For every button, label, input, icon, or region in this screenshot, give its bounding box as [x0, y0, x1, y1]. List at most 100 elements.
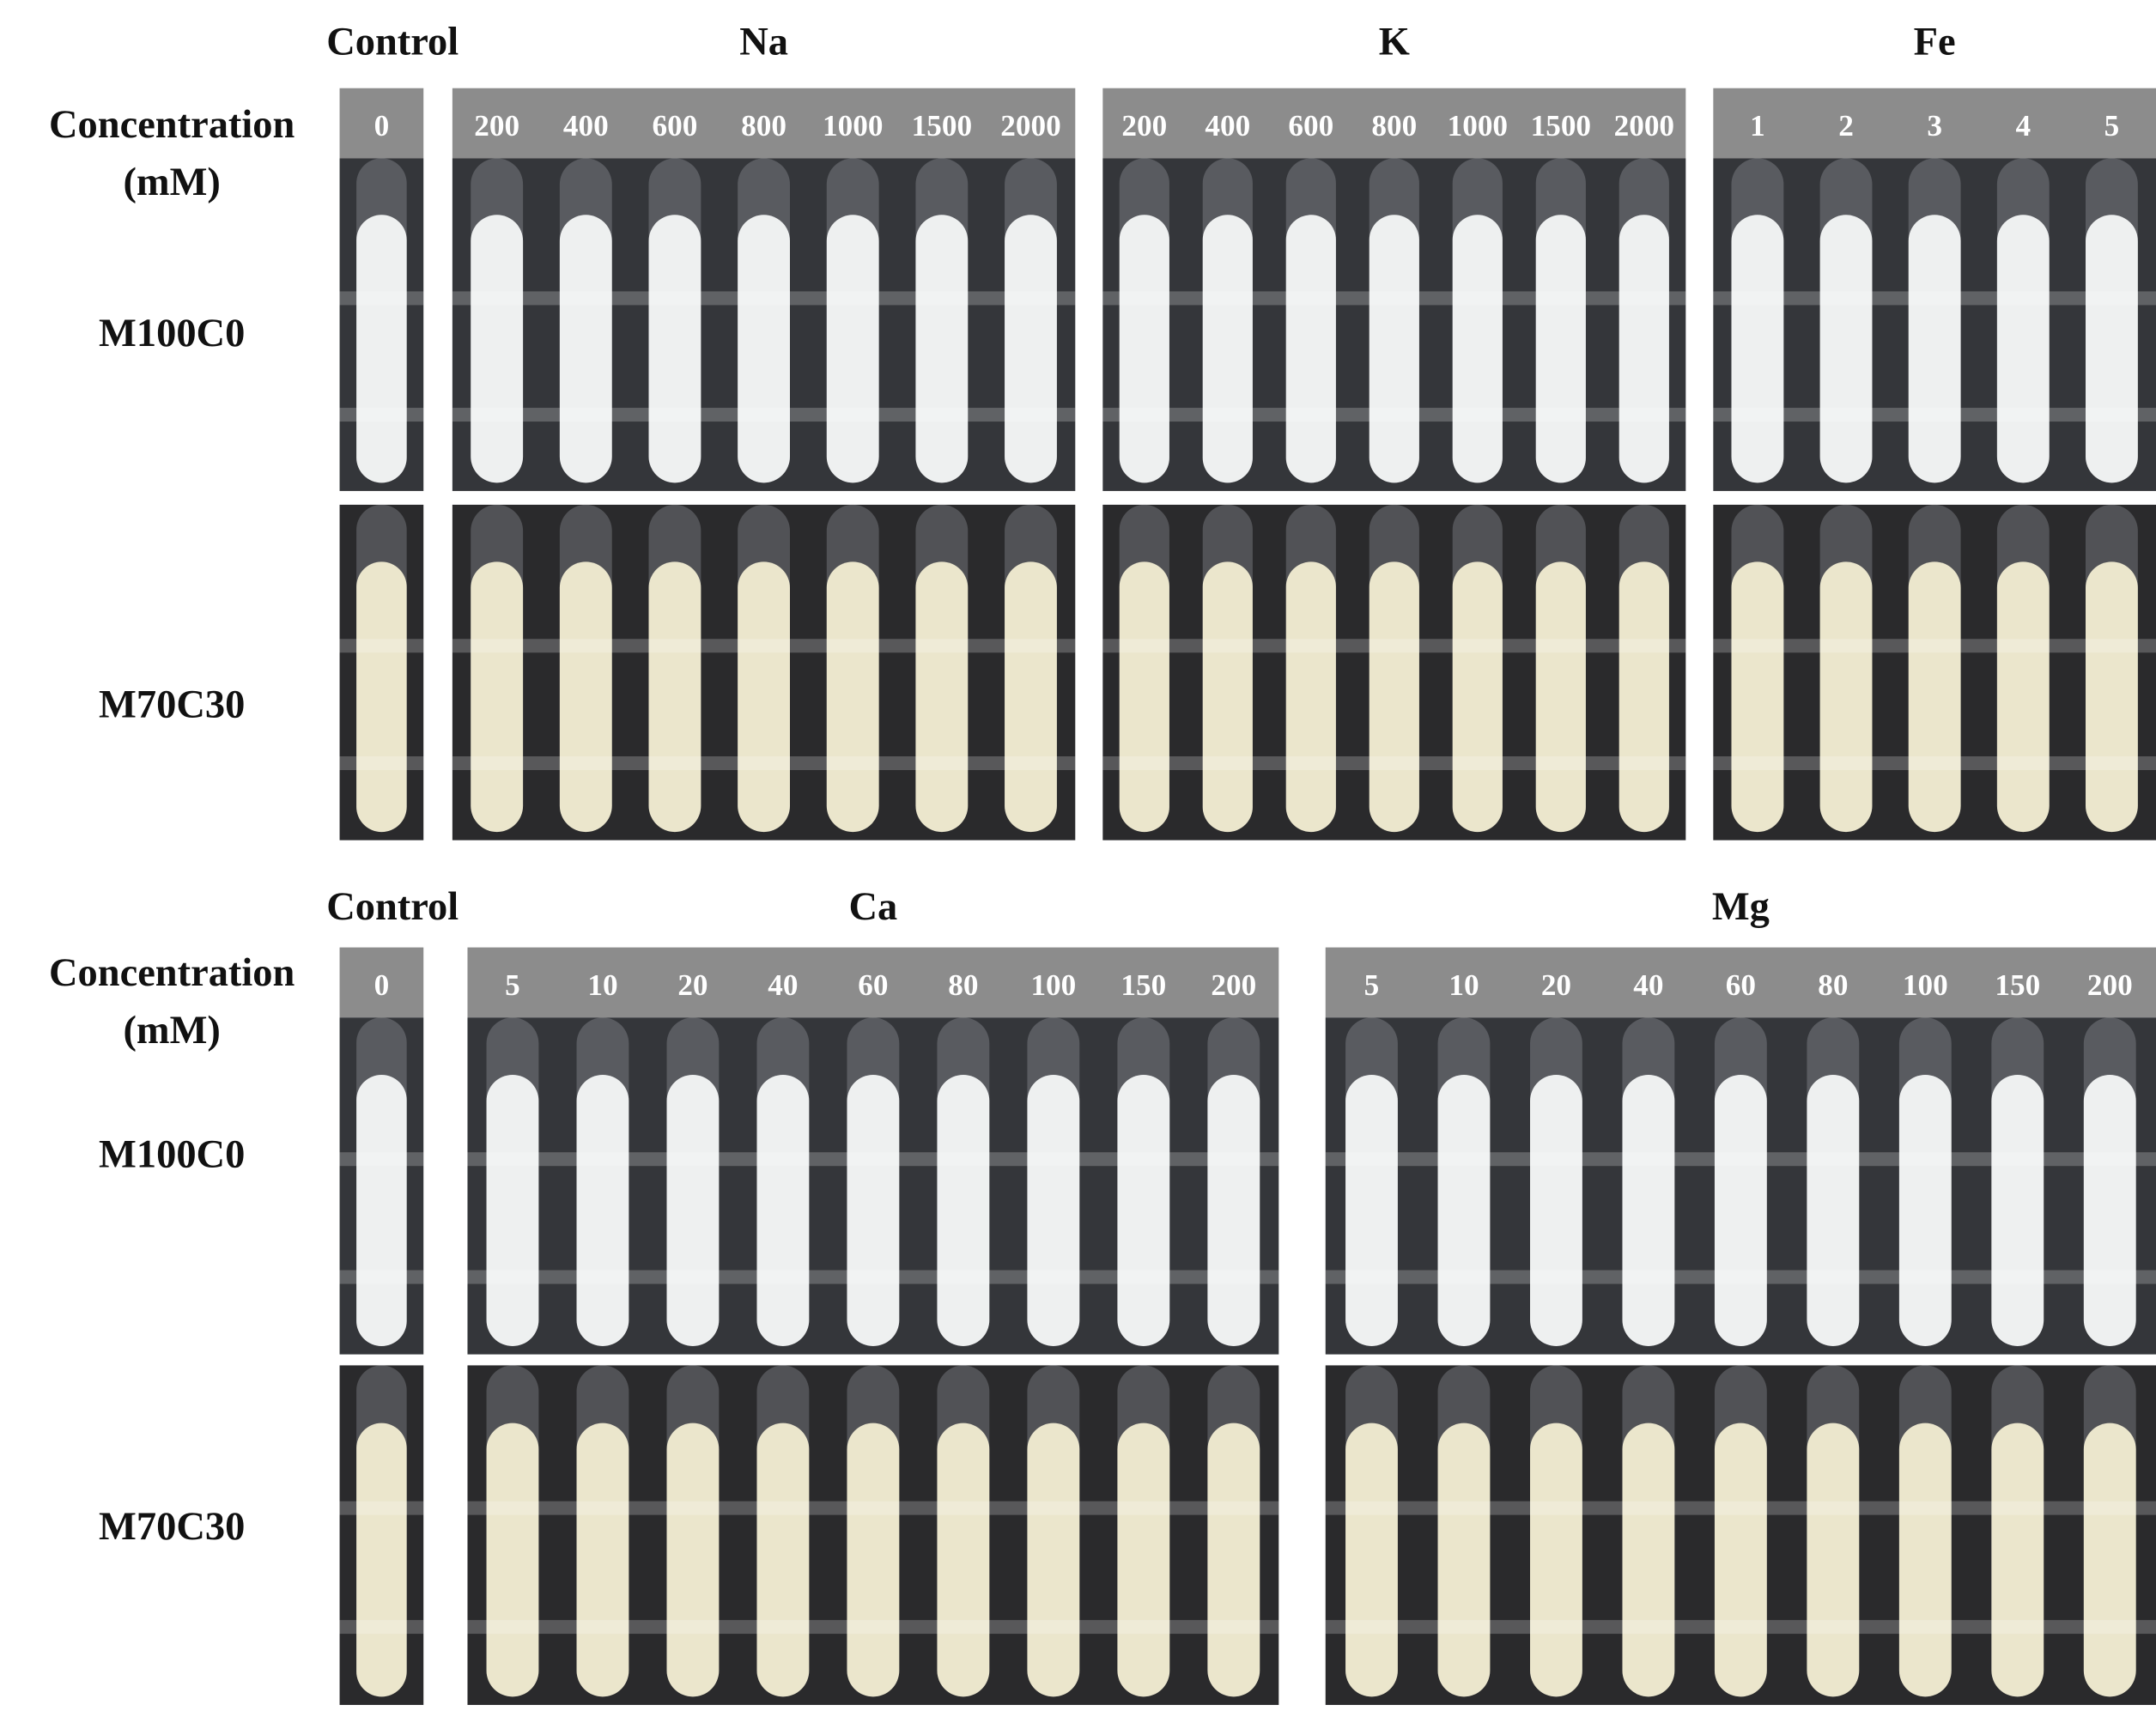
rack-bar [467, 1620, 1279, 1635]
tube-contents [1202, 561, 1253, 833]
rack-bar [339, 639, 424, 653]
rack-bar [1325, 1270, 2156, 1284]
tube-contents [648, 215, 701, 483]
rack-bar [452, 639, 1076, 653]
tube-contents [1819, 215, 1873, 483]
tube-contents [1898, 1074, 1952, 1346]
rack-bar [1102, 408, 1686, 422]
tube-contents [1996, 215, 2050, 483]
tube-contents [738, 215, 791, 483]
concentration: 1 [1750, 109, 1765, 143]
tube-contents [576, 1423, 629, 1697]
group-title: Fe [1914, 21, 1956, 64]
concentration: 10 [587, 968, 617, 1002]
tube-contents [1119, 561, 1169, 833]
concentration: 400 [1205, 109, 1250, 143]
tube-contents [356, 561, 407, 833]
rack-bar [467, 1270, 1279, 1284]
tube-contents [1452, 561, 1503, 833]
unit-label: (mM) [123, 1009, 220, 1053]
concentration: 150 [1995, 968, 2040, 1002]
concentration: 1000 [823, 109, 883, 143]
rack-bar [1102, 755, 1686, 771]
concentration: 200 [2087, 968, 2133, 1002]
tube-contents [559, 561, 612, 833]
concentration-label: Concentration [49, 951, 295, 995]
tube-contents [826, 561, 879, 833]
concentration: 2000 [1000, 109, 1060, 143]
concentration: 20 [677, 968, 708, 1002]
concentration: 200 [1211, 968, 1256, 1002]
tube-contents [576, 1074, 629, 1346]
tube-contents [471, 561, 524, 833]
concentration: 3 [1927, 109, 1942, 143]
tube-contents [1807, 1423, 1860, 1697]
header-bar [1325, 947, 2156, 1018]
header-bar [452, 88, 1076, 159]
concentration: 0 [374, 968, 390, 1002]
rack-bar [1325, 1152, 2156, 1167]
tube-contents [1285, 215, 1336, 483]
row-label: M100C0 [99, 1132, 245, 1176]
rack-bar [339, 1152, 424, 1167]
tube-contents [1898, 1423, 1952, 1697]
tube-contents [1285, 561, 1336, 833]
rack-bar [1713, 639, 2156, 653]
concentration: 5 [2104, 109, 2120, 143]
tube-contents [1117, 1074, 1170, 1346]
rack-bar [1102, 291, 1686, 306]
tube-contents [356, 1423, 407, 1697]
concentration: 80 [1818, 968, 1848, 1002]
header-bar [1713, 88, 2156, 159]
concentration: 150 [1121, 968, 1166, 1002]
tube-contents [1117, 1423, 1170, 1697]
tube-contents [1452, 215, 1503, 483]
concentration: 80 [948, 968, 978, 1002]
tube-contents [847, 1074, 900, 1346]
tube-contents [1619, 215, 1669, 483]
tube-contents [1437, 1074, 1491, 1346]
tube-contents [1207, 1074, 1260, 1346]
concentration: 60 [858, 968, 888, 1002]
tube-contents [356, 215, 407, 483]
tube-contents [1714, 1423, 1767, 1697]
concentration: 800 [1371, 109, 1417, 143]
group-title: Ca [849, 885, 898, 929]
group-title: Control [326, 21, 459, 64]
rack-bar [1325, 1501, 2156, 1515]
concentration: 40 [1633, 968, 1663, 1002]
tube-contents [666, 1423, 720, 1697]
header-bar [1102, 88, 1686, 159]
concentration: 1500 [1531, 109, 1591, 143]
tube-contents [826, 215, 879, 483]
tube-contents [937, 1074, 990, 1346]
concentration: 4 [2016, 109, 2031, 143]
rack-bar [1713, 755, 2156, 771]
concentration: 20 [1541, 968, 1571, 1002]
tube-contents [1369, 561, 1419, 833]
tube-contents [1005, 561, 1057, 833]
rack-bar [339, 291, 424, 306]
tube-contents [937, 1423, 990, 1697]
row-label: M100C0 [99, 312, 245, 355]
tube-contents [1369, 215, 1419, 483]
group-title: Control [326, 885, 459, 929]
concentration: 2000 [1614, 109, 1674, 143]
concentration: 800 [741, 109, 786, 143]
tube-contents [666, 1074, 720, 1346]
tube-contents [356, 1074, 407, 1346]
rack-bar [452, 755, 1076, 771]
tube-contents [486, 1423, 539, 1697]
concentration: 10 [1448, 968, 1479, 1002]
tube-contents [1345, 1074, 1398, 1346]
row-label: M70C30 [99, 1505, 245, 1549]
tube-contents [1345, 1423, 1398, 1697]
unit-label: (mM) [123, 161, 220, 204]
tube-contents [1908, 561, 1961, 833]
rack-bar [467, 1152, 1279, 1167]
tube-contents [648, 561, 701, 833]
rack-bar [339, 1501, 424, 1515]
concentration-label: Concentration [49, 103, 295, 147]
concentration: 0 [374, 109, 390, 143]
